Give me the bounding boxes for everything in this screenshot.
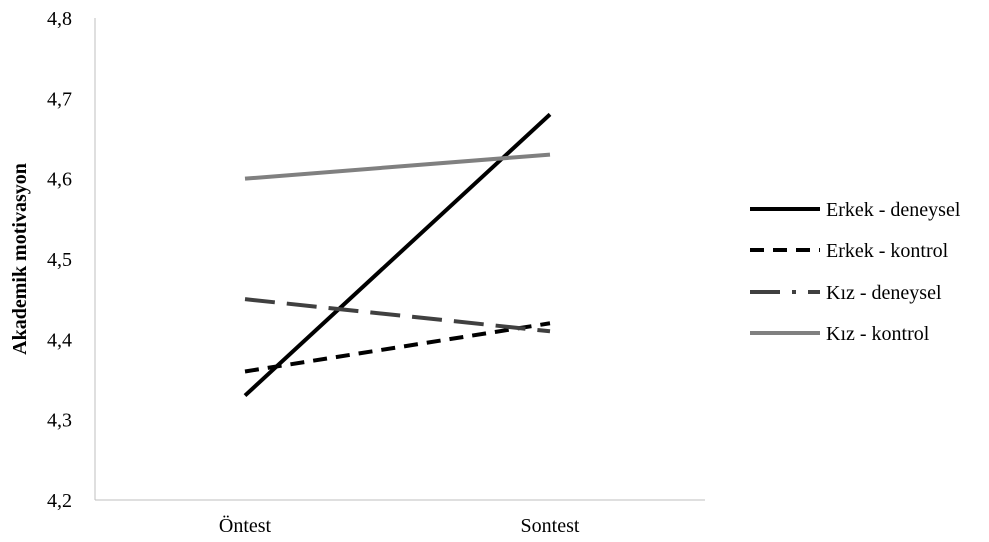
y-axis-label: Akademik motivasyon (9, 163, 31, 355)
y-tick-label: 4,4 (47, 329, 72, 351)
legend: Erkek - deneysel Erkek - kontrol Kız - den… (750, 199, 961, 345)
series-line-1 (243, 112, 552, 398)
x-tick-label: Öntest (219, 514, 272, 537)
legend-entry: Erkek - kontrol (826, 240, 949, 262)
legend-entry: Erkek - deneysel (826, 199, 961, 221)
y-tick-label: 4,8 (47, 8, 72, 30)
y-tick-label: 4,6 (47, 169, 72, 191)
y-tick-label: 4,7 (47, 88, 72, 110)
y-tick-label: 4,2 (47, 490, 72, 512)
y-tick-label: 4,3 (47, 410, 72, 432)
legend-entry: Kız - deneysel (826, 282, 942, 304)
legend-entry: Kız - kontrol (826, 323, 930, 345)
series-line-2 (244, 321, 551, 374)
series-line-3 (244, 297, 551, 334)
x-tick-label: Sontest (521, 515, 580, 537)
series-lines (243, 112, 552, 398)
chart-axes (94, 18, 705, 501)
x-tick-labels: Öntest Sontest (219, 514, 580, 537)
y-tick-labels: 4,2 4,3 4,4 4,5 4,6 4,7 4,8 (47, 8, 72, 512)
series-line-4 (244, 152, 551, 181)
y-tick-label: 4,5 (47, 249, 72, 271)
